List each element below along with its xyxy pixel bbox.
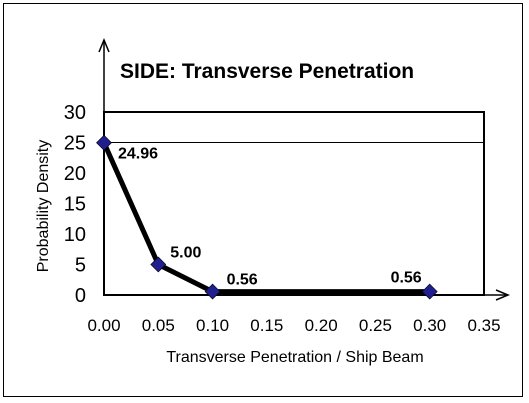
data-label: 0.56 [391,270,422,287]
data-point-marker [150,256,167,273]
y-axis-label: Probability Density [35,140,52,273]
data-label: 0.56 [227,272,258,289]
chart-title: SIDE: Transverse Penetration [120,60,414,83]
y-axis-arrowhead [98,38,110,53]
x-tick-label: 0.20 [305,316,338,335]
y-tick-label: 0 [75,285,86,307]
data-labels: 24.96 5.00 0.56 0.56 [118,146,422,289]
x-tick-label: 0.35 [467,316,500,335]
y-tick-label: 15 [64,194,86,216]
data-point-marker [204,283,221,300]
data-label: 24.96 [118,146,158,163]
data-label: 5.00 [170,245,201,262]
x-tick-label: 0.15 [250,316,283,335]
x-tick-labels: 0.00 0.05 0.10 0.15 0.20 0.25 0.30 0.35 [87,316,500,335]
x-tick-label: 0.00 [87,316,120,335]
chart-frame [3,3,523,397]
data-markers [96,134,438,300]
series-line [101,141,430,295]
x-tick-label: 0.05 [142,316,175,335]
y-tick-label: 10 [64,224,86,246]
x-axis-arrowhead [495,289,510,301]
x-tick-label: 0.25 [359,316,392,335]
data-point-marker [96,134,112,151]
x-tick-label: 0.30 [413,316,446,335]
y-tick-label: 5 [75,255,86,277]
x-axis-label: Transverse Penetration / Ship Beam [166,349,423,366]
x-tick-label: 0.10 [196,316,229,335]
y-tick-labels: 0 5 10 15 20 25 30 [64,102,86,307]
y-tick-label: 30 [64,102,86,124]
y-tick-label: 20 [64,163,86,185]
data-point-marker [421,283,438,300]
y-tick-label: 25 [64,133,86,155]
